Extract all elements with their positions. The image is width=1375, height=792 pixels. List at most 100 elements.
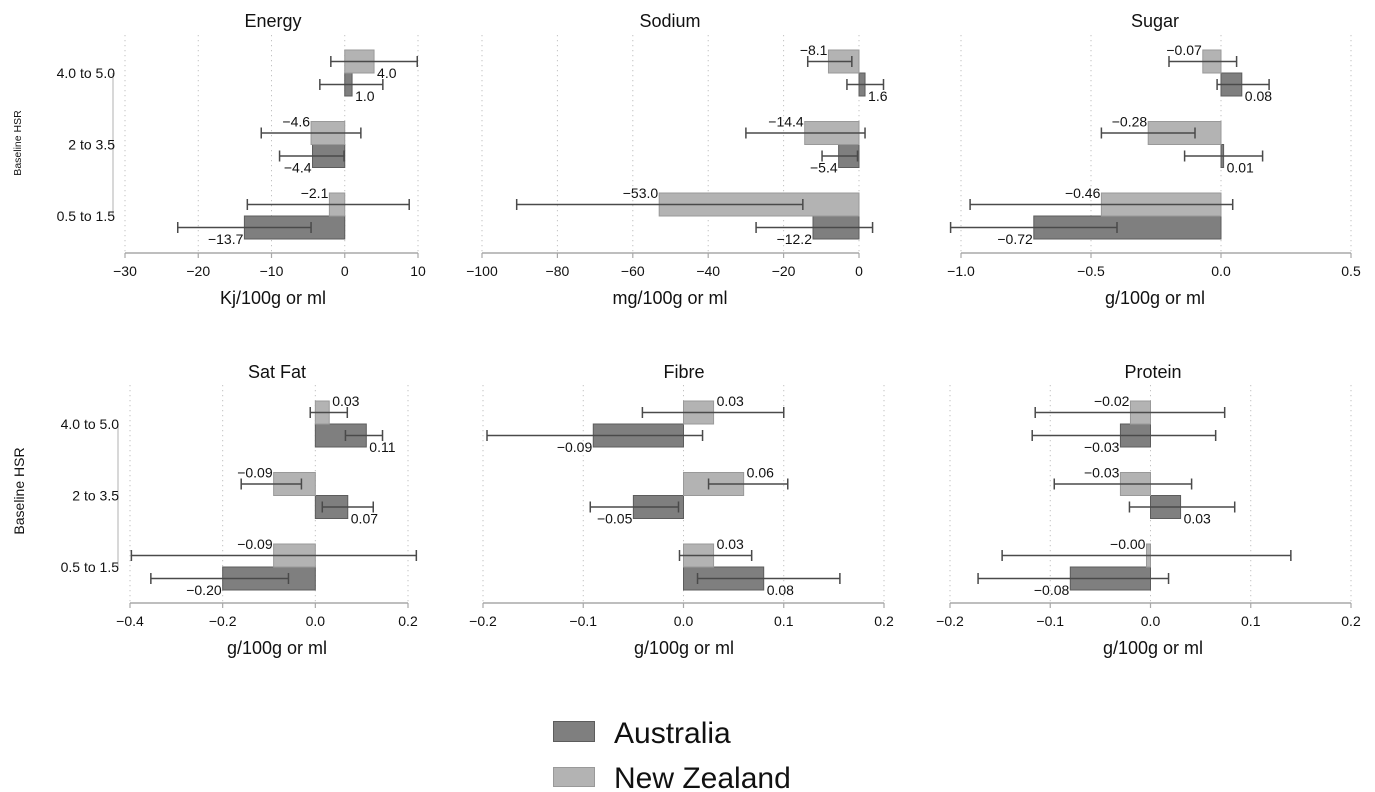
error-bar-new-zealand [330, 56, 419, 67]
x-axis-title: g/100g or ml [1105, 288, 1205, 308]
data-label-australia: 0.08 [1245, 88, 1272, 104]
data-label-new-zealand: −0.00 [1110, 536, 1146, 552]
legend-swatch-new-zealand [553, 767, 595, 787]
data-label-australia: −5.4 [810, 160, 838, 176]
x-tick-label: −0.2 [936, 613, 964, 629]
y-axis: 4.0 to 5.0 2 to 3.5 0.5 to 1.5 Baseline HSR [11, 416, 119, 575]
x-tick-label: 0.2 [398, 613, 418, 629]
error-bar-australia [755, 222, 874, 233]
x-tick-label: −1.0 [947, 263, 975, 279]
panel-energy: Energy 1.0 −4.4 −13.7 4.0 −4.6 −2.1 −30 −20 −10 0 1… [113, 11, 426, 308]
x-tick-label: −80 [546, 263, 570, 279]
panel-title: Energy [244, 11, 301, 31]
error-bar-new-zealand [515, 199, 804, 210]
x-tick-label: −0.1 [569, 613, 597, 629]
data-label-new-zealand: −4.6 [282, 114, 310, 130]
x-tick-label: −60 [621, 263, 645, 279]
error-bar-new-zealand [969, 199, 1234, 210]
data-label-australia: −4.4 [284, 160, 312, 176]
data-label-new-zealand: 0.03 [717, 536, 744, 552]
x-axis-title: g/100g or ml [634, 638, 734, 658]
x-tick-label: −0.1 [1036, 613, 1064, 629]
x-axis-title: mg/100g or ml [612, 288, 727, 308]
panel-protein: Protein −0.03 0.03 −0.08 −0.02 −0.03 −0.00 −0.2… [936, 362, 1361, 658]
y-category-label: 4.0 to 5.0 [61, 416, 120, 432]
error-bar-new-zealand [246, 199, 410, 210]
x-axis-title: g/100g or ml [1103, 638, 1203, 658]
data-label-australia: −0.05 [597, 511, 633, 527]
x-tick-label: −100 [466, 263, 498, 279]
error-bar-australia [1216, 79, 1270, 90]
x-tick-label: 0.0 [1141, 613, 1161, 629]
legend-label-new-zealand: New Zealand [614, 762, 791, 792]
data-label-new-zealand: −0.02 [1094, 393, 1130, 409]
data-label-australia: −0.20 [186, 582, 222, 598]
error-bar-new-zealand [1168, 56, 1238, 67]
x-tick-label: −20 [186, 263, 210, 279]
data-label-australia: −0.08 [1034, 582, 1070, 598]
data-label-new-zealand: 0.03 [332, 393, 359, 409]
error-bar-new-zealand [1034, 407, 1226, 418]
data-label-australia: −0.09 [557, 439, 593, 455]
x-tick-label: 0.5 [1341, 263, 1361, 279]
y-category-label: 2 to 3.5 [68, 137, 115, 153]
panel-title: Sugar [1131, 11, 1179, 31]
y-axis: 4.0 to 5.0 2 to 3.5 0.5 to 1.5 Baseline HSR [12, 65, 115, 224]
data-label-new-zealand: −0.09 [237, 465, 273, 481]
x-tick-label: −0.2 [469, 613, 497, 629]
x-tick-label: 0.1 [774, 613, 794, 629]
y-category-label: 0.5 to 1.5 [61, 559, 120, 575]
data-label-australia: 0.08 [767, 582, 794, 598]
data-label-australia: −12.2 [777, 231, 813, 247]
x-tick-label: −0.2 [209, 613, 237, 629]
error-bar-australia [1031, 430, 1217, 441]
data-label-australia: 0.01 [1227, 160, 1254, 176]
legend-swatch-australia [553, 721, 595, 742]
error-bar-australia [486, 430, 704, 441]
error-bar-australia [696, 573, 841, 584]
y-axes: 4.0 to 5.0 2 to 3.5 0.5 to 1.5 Baseline HSR… [11, 65, 119, 575]
x-tick-label: −0.4 [116, 613, 144, 629]
data-label-australia: 1.0 [355, 88, 375, 104]
error-bar-new-zealand [1100, 127, 1196, 139]
error-bar-australia [846, 79, 885, 90]
x-tick-label: 0.2 [1341, 613, 1361, 629]
x-tick-label: 0 [341, 263, 349, 279]
data-label-new-zealand: −0.28 [1112, 114, 1148, 130]
error-bar-australia [321, 501, 374, 513]
data-label-new-zealand: −8.1 [800, 42, 828, 58]
panel-title: Sodium [639, 11, 700, 31]
y-axis-title: Baseline HSR [11, 447, 27, 534]
x-axis-title: g/100g or ml [227, 638, 327, 658]
data-label-new-zealand: 4.0 [377, 65, 397, 81]
y-category-label: 4.0 to 5.0 [57, 65, 116, 81]
data-label-australia: 0.03 [1184, 511, 1211, 527]
data-label-new-zealand: −14.4 [768, 114, 804, 130]
x-tick-label: 0.0 [306, 613, 326, 629]
data-label-new-zealand: −53.0 [623, 185, 659, 201]
error-bar-australia [977, 573, 1170, 584]
panel-title: Sat Fat [248, 362, 306, 382]
data-label-new-zealand: −2.1 [301, 185, 329, 201]
data-label-australia: −0.03 [1084, 439, 1120, 455]
x-tick-label: 0.2 [874, 613, 894, 629]
error-bar-australia [176, 222, 312, 233]
x-tick-label: −40 [696, 263, 720, 279]
error-bar-australia [319, 79, 384, 90]
data-label-new-zealand: 0.03 [717, 393, 744, 409]
error-bar-new-zealand [745, 127, 866, 139]
data-label-australia: 1.6 [868, 88, 888, 104]
panel-sat-fat: Sat Fat 0.11 0.07 −0.20 0.03 −0.09 −0.09 −0.4 −0… [116, 362, 418, 658]
error-bar-australia [589, 501, 680, 513]
error-bar-australia [344, 430, 384, 441]
error-bar-new-zealand [678, 550, 753, 561]
error-bar-new-zealand [707, 478, 789, 490]
x-tick-label: −20 [772, 263, 796, 279]
y-category-label: 2 to 3.5 [72, 488, 119, 504]
panel-fibre: Fibre −0.09 −0.05 0.08 0.03 0.06 0.03 −0.2 −0.1 0… [469, 362, 894, 658]
error-bar-australia [278, 150, 345, 162]
error-bar-new-zealand [240, 478, 303, 490]
error-bar-australia [150, 573, 290, 584]
